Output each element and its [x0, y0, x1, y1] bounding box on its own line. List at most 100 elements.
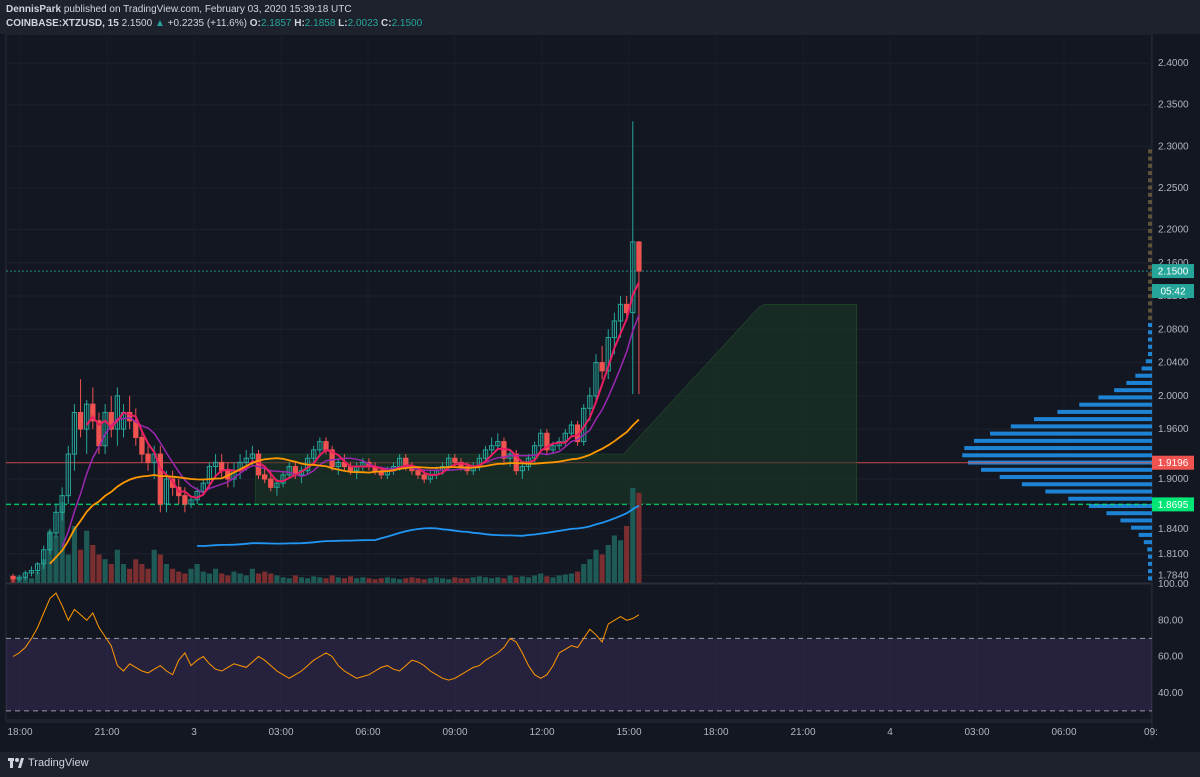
- candle-body: [243, 457, 249, 463]
- volume-profile-bar: [1148, 200, 1152, 205]
- volume-profile-bar: [1148, 265, 1152, 270]
- symbol-label[interactable]: COINBASE:XTZUSD, 15: [6, 18, 119, 29]
- low-value: 2.0023: [347, 18, 379, 29]
- supertrend-line: [85, 282, 640, 499]
- candle-body: [10, 575, 16, 580]
- price-tick-label: 1.8100: [1158, 549, 1189, 560]
- open-value: 2.1857: [260, 18, 292, 29]
- up-arrow-icon: ▲: [154, 18, 165, 29]
- volume-bar: [440, 578, 446, 583]
- rsi-tick-label: 40.00: [1158, 688, 1183, 699]
- volume-profile-bar: [1148, 554, 1152, 559]
- candle-body: [415, 470, 421, 476]
- candle-body: [587, 395, 593, 409]
- volume-bar: [390, 578, 397, 583]
- volume-bar: [108, 564, 114, 583]
- price-chart-svg[interactable]: 2.40002.35002.30002.25002.20002.16002.12…: [0, 34, 1200, 752]
- chart-area[interactable]: 2.40002.35002.30002.25002.20002.16002.12…: [0, 34, 1200, 777]
- volume-bar: [305, 578, 311, 583]
- volume-profile-bar: [981, 467, 1152, 472]
- candle-body: [90, 403, 96, 422]
- volume-bar: [507, 575, 513, 583]
- volume-bar: [71, 526, 77, 583]
- volume-profile-bar: [1098, 395, 1152, 400]
- volume-bar: [378, 578, 384, 583]
- high-value: 2.1858: [304, 18, 336, 29]
- candle-body: [519, 466, 525, 472]
- time-tick-label: 09:: [1144, 727, 1158, 738]
- volume-profile-bar: [1106, 511, 1152, 516]
- candle-body: [482, 449, 489, 459]
- volume-bar: [262, 571, 268, 583]
- rsi-pane: [5, 583, 1153, 721]
- volume-profile-bar: [1143, 540, 1152, 545]
- volume-bar: [237, 573, 243, 583]
- volume-profile-bar: [962, 453, 1152, 458]
- volume-bar: [630, 488, 636, 583]
- price-tick-label: 1.9000: [1158, 474, 1189, 485]
- volume-bar: [268, 573, 274, 583]
- candle-body: [163, 478, 170, 505]
- volume-bar: [188, 568, 194, 583]
- volume-profile-bar: [1148, 344, 1152, 349]
- candle-body: [317, 441, 323, 451]
- volume-profile-bar: [999, 475, 1152, 480]
- candle-body: [630, 241, 636, 314]
- price-tag-box: [1152, 264, 1194, 279]
- volume-bar: [575, 571, 581, 583]
- volume-bar: [568, 573, 575, 583]
- volume-profile-bar: [1145, 359, 1152, 364]
- volume-profile-bar: [1148, 330, 1152, 335]
- sma-line: [197, 504, 640, 547]
- volume-bar: [446, 579, 452, 583]
- volume-bar: [274, 575, 280, 583]
- volume-bar: [636, 492, 642, 583]
- volume-bar: [556, 575, 562, 583]
- time-tick-label: 12:00: [529, 727, 554, 738]
- volume-bar: [624, 526, 630, 583]
- volume-profile-bar: [1148, 576, 1152, 581]
- volume-profile-bar: [1138, 532, 1152, 537]
- volume-bar: [366, 578, 372, 583]
- candle-body: [157, 453, 163, 505]
- volume-bar: [280, 577, 286, 583]
- candle-body: [495, 441, 501, 447]
- ema-line: [49, 418, 640, 565]
- volume-bar: [581, 564, 587, 583]
- tradingview-brand[interactable]: TradingView: [8, 757, 89, 769]
- time-tick-label: 3: [191, 727, 197, 738]
- time-tick-label: 09:00: [442, 727, 467, 738]
- rsi-tick-label: 60.00: [1158, 652, 1183, 663]
- tradingview-logo-icon: [8, 758, 24, 768]
- volume-bar: [84, 530, 90, 583]
- author-name[interactable]: DennisPark: [6, 4, 62, 15]
- volume-bar: [550, 577, 556, 583]
- volume-profile-bar: [1148, 163, 1152, 168]
- candle-body: [311, 449, 317, 459]
- candle-body: [139, 436, 145, 455]
- price-tag-label: 1.9196: [1158, 458, 1189, 469]
- chart-footer: TradingView: [0, 752, 1200, 777]
- volume-bar: [489, 578, 495, 583]
- volume-profile-bar: [1148, 561, 1152, 566]
- volume-bar: [476, 576, 482, 583]
- volume-profile-bar: [1114, 388, 1152, 393]
- volume-profile-bar: [1148, 351, 1152, 356]
- candle-body: [145, 453, 151, 463]
- volume-bar: [605, 545, 611, 583]
- candle-body: [538, 432, 544, 447]
- volume-bar: [28, 578, 35, 583]
- volume-bar: [114, 549, 120, 583]
- time-tick-label: 06:00: [1051, 727, 1076, 738]
- volume-profile-bar: [990, 431, 1152, 436]
- volume-profile-bar: [1033, 417, 1152, 422]
- volume-bar: [206, 573, 212, 583]
- volume-profile-bar: [1148, 286, 1152, 291]
- volume-bar: [65, 554, 71, 583]
- price-tick-label: 2.1600: [1158, 258, 1189, 269]
- volume-bar: [255, 573, 262, 583]
- volume-bar: [427, 578, 433, 583]
- volume-bar: [482, 577, 489, 583]
- volume-bar: [219, 573, 225, 583]
- candle-body: [59, 495, 65, 513]
